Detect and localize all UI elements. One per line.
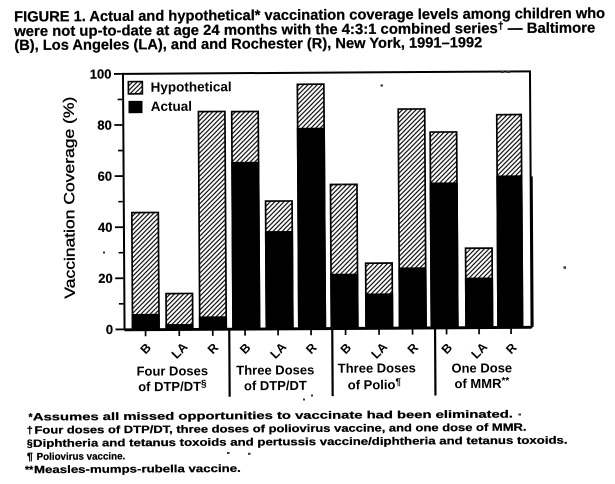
svg-text:Poliovirus vaccine.: Poliovirus vaccine. <box>37 451 126 463</box>
svg-text:One Dose: One Dose <box>451 360 512 375</box>
svg-text:B: B <box>439 341 455 357</box>
svg-text:B: B <box>338 341 354 357</box>
svg-text:¶: ¶ <box>27 451 33 463</box>
svg-text:†: † <box>27 425 33 437</box>
svg-text:R: R <box>405 341 421 357</box>
svg-text:(B), Los Angeles (LA), and and: (B), Los Angeles (LA), and and Rochester… <box>14 35 482 54</box>
svg-text:§: § <box>27 438 33 450</box>
svg-text:were not up-to-date at age 24: were not up-to-date at age 24 months wit… <box>13 19 595 40</box>
svg-text:Measles-mumps-rubella vaccine.: Measles-mumps-rubella vaccine. <box>34 463 241 476</box>
svg-text:Assumes all missed opportuniti: Assumes all missed opportunities to vacc… <box>33 408 513 423</box>
svg-text:of Polio¶: of Polio¶ <box>348 377 402 392</box>
svg-text:R: R <box>503 341 519 357</box>
svg-text:R: R <box>205 341 221 357</box>
svg-text:Four doses of DTP/DT, three do: Four doses of DTP/DT, three doses of pol… <box>34 422 526 437</box>
svg-text:LA: LA <box>169 340 191 362</box>
svg-text:Vaccination Coverage (%): Vaccination Coverage (%) <box>62 97 79 299</box>
svg-text:40: 40 <box>98 220 113 235</box>
svg-text:LA: LA <box>469 340 491 362</box>
svg-text:LA: LA <box>369 340 391 362</box>
svg-text:Hypothetical: Hypothetical <box>151 79 232 94</box>
svg-text:80: 80 <box>97 118 112 133</box>
svg-text:of DTP/DT: of DTP/DT <box>244 378 307 393</box>
svg-text:LA: LA <box>268 340 290 362</box>
svg-text:*: * <box>28 411 33 423</box>
svg-text:of DTP/DT§: of DTP/DT§ <box>138 379 207 394</box>
svg-text:Actual: Actual <box>151 99 192 114</box>
svg-text:B: B <box>237 341 253 357</box>
svg-text:Diphtheria and tetanus toxoids: Diphtheria and tetanus toxoids and pertu… <box>33 435 568 450</box>
svg-text:Three Doses: Three Doses <box>236 362 314 377</box>
svg-text:60: 60 <box>98 169 113 184</box>
svg-text:of MMR**: of MMR** <box>454 376 509 391</box>
svg-text:Three Doses: Three Doses <box>338 360 416 375</box>
svg-text:0: 0 <box>106 322 113 337</box>
svg-text:FIGURE 1. Actual and hypotheti: FIGURE 1. Actual and hypothetical* vacci… <box>14 6 605 26</box>
svg-text:R: R <box>303 341 319 357</box>
svg-text:**: ** <box>25 464 34 476</box>
svg-text:Four Doses: Four Doses <box>136 363 208 378</box>
svg-text:B: B <box>138 341 154 357</box>
svg-text:20: 20 <box>98 271 113 286</box>
svg-text:100: 100 <box>90 66 112 81</box>
